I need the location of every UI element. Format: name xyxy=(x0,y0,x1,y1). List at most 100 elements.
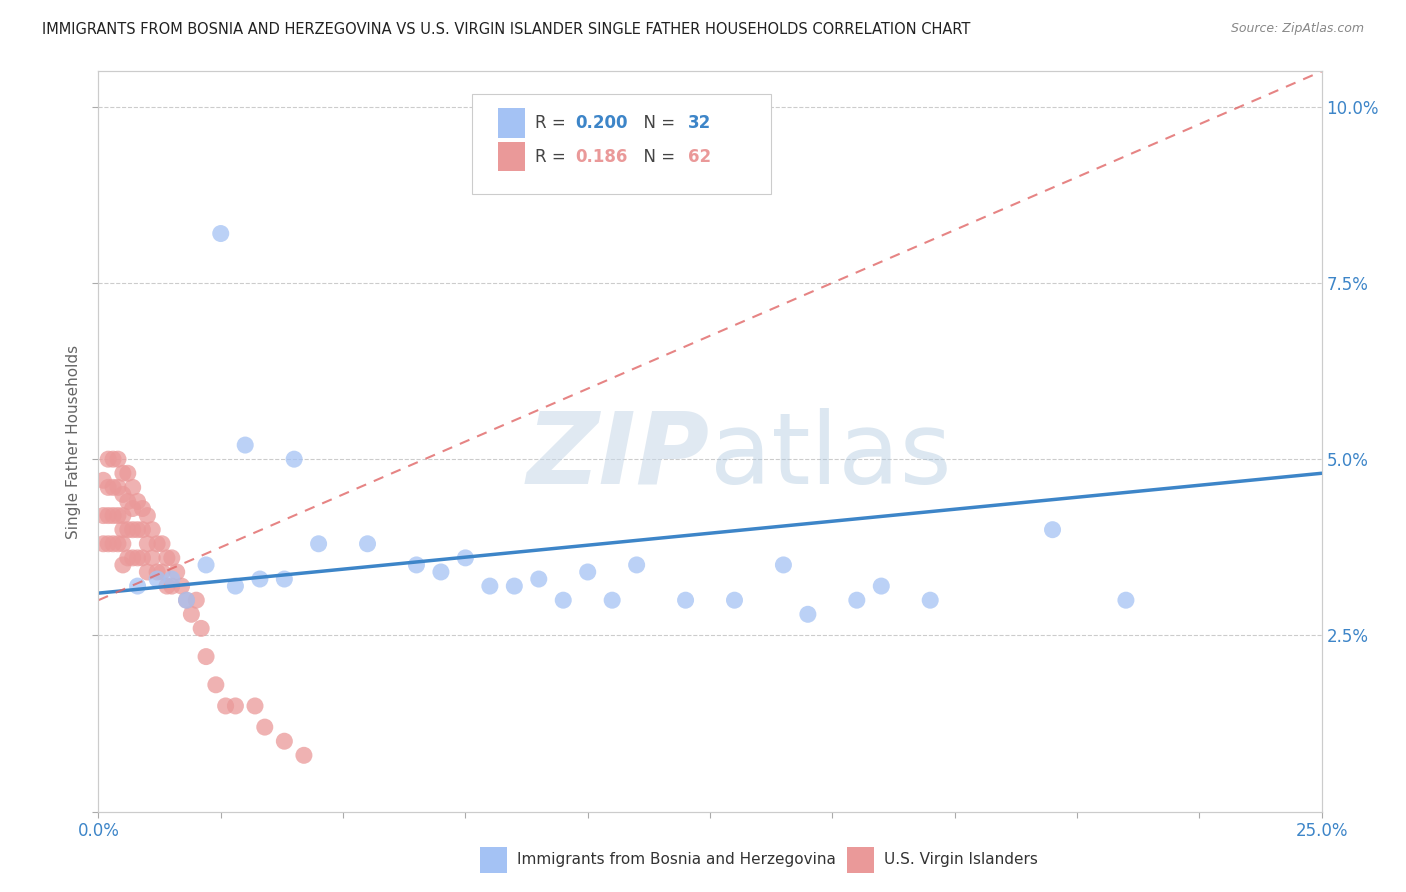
Point xyxy=(156,550,179,565)
Point xyxy=(772,558,794,572)
Point xyxy=(527,572,550,586)
Point xyxy=(1042,523,1064,537)
Point xyxy=(553,593,575,607)
Point xyxy=(141,523,163,537)
Point xyxy=(127,550,149,565)
Point xyxy=(136,508,159,523)
Point xyxy=(91,473,114,487)
Point xyxy=(797,607,820,622)
Point xyxy=(150,565,173,579)
Point xyxy=(111,558,134,572)
Point xyxy=(121,523,143,537)
Point xyxy=(117,494,139,508)
Point xyxy=(91,508,114,523)
Point xyxy=(97,537,120,551)
Text: ZIP: ZIP xyxy=(527,408,710,505)
Point xyxy=(97,452,120,467)
Point xyxy=(405,558,427,572)
Point xyxy=(121,480,143,494)
Point xyxy=(101,480,124,494)
Point xyxy=(224,698,246,713)
Point xyxy=(224,579,246,593)
Point xyxy=(107,480,129,494)
Point xyxy=(136,537,159,551)
Point xyxy=(127,523,149,537)
Point xyxy=(195,558,218,572)
Text: 32: 32 xyxy=(688,114,711,132)
Point xyxy=(160,579,183,593)
Point xyxy=(156,579,179,593)
Text: U.S. Virgin Islanders: U.S. Virgin Islanders xyxy=(884,853,1038,867)
Point xyxy=(845,593,868,607)
Point xyxy=(186,593,208,607)
Point xyxy=(195,649,218,664)
Point xyxy=(97,480,120,494)
Point xyxy=(111,508,134,523)
Point xyxy=(190,621,212,635)
Text: atlas: atlas xyxy=(710,408,952,505)
FancyBboxPatch shape xyxy=(498,109,526,138)
FancyBboxPatch shape xyxy=(498,142,526,171)
Text: R =: R = xyxy=(536,114,571,132)
Point xyxy=(356,537,378,551)
Point xyxy=(675,593,697,607)
Point xyxy=(117,550,139,565)
Point xyxy=(141,550,163,565)
Point xyxy=(503,579,526,593)
Point xyxy=(121,501,143,516)
Point xyxy=(97,508,120,523)
FancyBboxPatch shape xyxy=(471,94,772,194)
Text: N =: N = xyxy=(633,114,681,132)
Point xyxy=(101,452,124,467)
Point xyxy=(146,537,169,551)
Point xyxy=(273,572,295,586)
Point xyxy=(146,572,169,586)
Point xyxy=(430,565,453,579)
Point xyxy=(111,523,134,537)
Text: 62: 62 xyxy=(688,147,711,166)
Point xyxy=(723,593,745,607)
Point xyxy=(160,572,183,586)
Point xyxy=(576,565,599,579)
Point xyxy=(127,579,149,593)
Point xyxy=(180,607,202,622)
Point xyxy=(253,720,276,734)
Point xyxy=(249,572,271,586)
Point xyxy=(117,467,139,481)
Point xyxy=(176,593,198,607)
Point xyxy=(121,550,143,565)
Point xyxy=(454,550,477,565)
Point xyxy=(600,593,623,607)
Point xyxy=(478,579,501,593)
Point xyxy=(209,227,232,241)
Point xyxy=(233,438,256,452)
Point xyxy=(176,593,198,607)
Point xyxy=(107,452,129,467)
FancyBboxPatch shape xyxy=(846,847,875,873)
Text: 0.200: 0.200 xyxy=(575,114,628,132)
Point xyxy=(870,579,893,593)
Text: Immigrants from Bosnia and Herzegovina: Immigrants from Bosnia and Herzegovina xyxy=(517,853,835,867)
Point xyxy=(131,550,153,565)
Y-axis label: Single Father Households: Single Father Households xyxy=(66,344,82,539)
Point xyxy=(160,550,183,565)
FancyBboxPatch shape xyxy=(479,847,508,873)
Point xyxy=(283,452,305,467)
Text: N =: N = xyxy=(633,147,681,166)
Text: IMMIGRANTS FROM BOSNIA AND HERZEGOVINA VS U.S. VIRGIN ISLANDER SINGLE FATHER HOU: IMMIGRANTS FROM BOSNIA AND HERZEGOVINA V… xyxy=(42,22,970,37)
Point xyxy=(308,537,330,551)
Point xyxy=(101,537,124,551)
Text: Source: ZipAtlas.com: Source: ZipAtlas.com xyxy=(1230,22,1364,36)
Point xyxy=(626,558,648,572)
Point xyxy=(107,508,129,523)
Point xyxy=(166,565,188,579)
Point xyxy=(111,487,134,501)
Point xyxy=(214,698,236,713)
Point xyxy=(91,537,114,551)
Text: R =: R = xyxy=(536,147,571,166)
Point xyxy=(1115,593,1137,607)
Point xyxy=(131,501,153,516)
Point xyxy=(273,734,295,748)
Text: 0.186: 0.186 xyxy=(575,147,628,166)
Point xyxy=(920,593,942,607)
